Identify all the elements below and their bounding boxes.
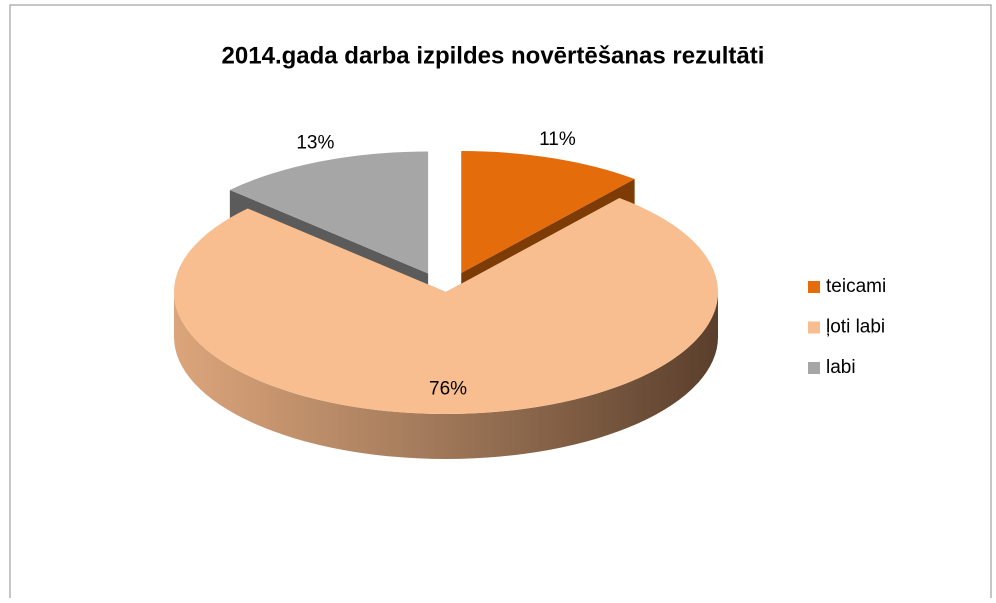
legend: teicami ļoti labi labi — [808, 276, 886, 378]
legend-label: ļoti labi — [826, 317, 885, 338]
data-label: 76% — [429, 379, 467, 400]
slice — [174, 198, 719, 415]
legend-label: teicami — [826, 276, 886, 297]
legend-swatch — [808, 321, 820, 334]
data-label: 11% — [539, 129, 576, 150]
legend-label: labi — [826, 357, 856, 378]
pie — [174, 151, 719, 459]
chart-title: 2014.gada darba izpildes novērtēšanas re… — [222, 42, 765, 69]
legend-swatch — [808, 281, 820, 293]
slice — [461, 151, 635, 274]
slice-side — [174, 292, 718, 459]
slice — [229, 151, 429, 274]
data-label: 13% — [296, 133, 334, 154]
legend-swatch — [808, 362, 820, 374]
